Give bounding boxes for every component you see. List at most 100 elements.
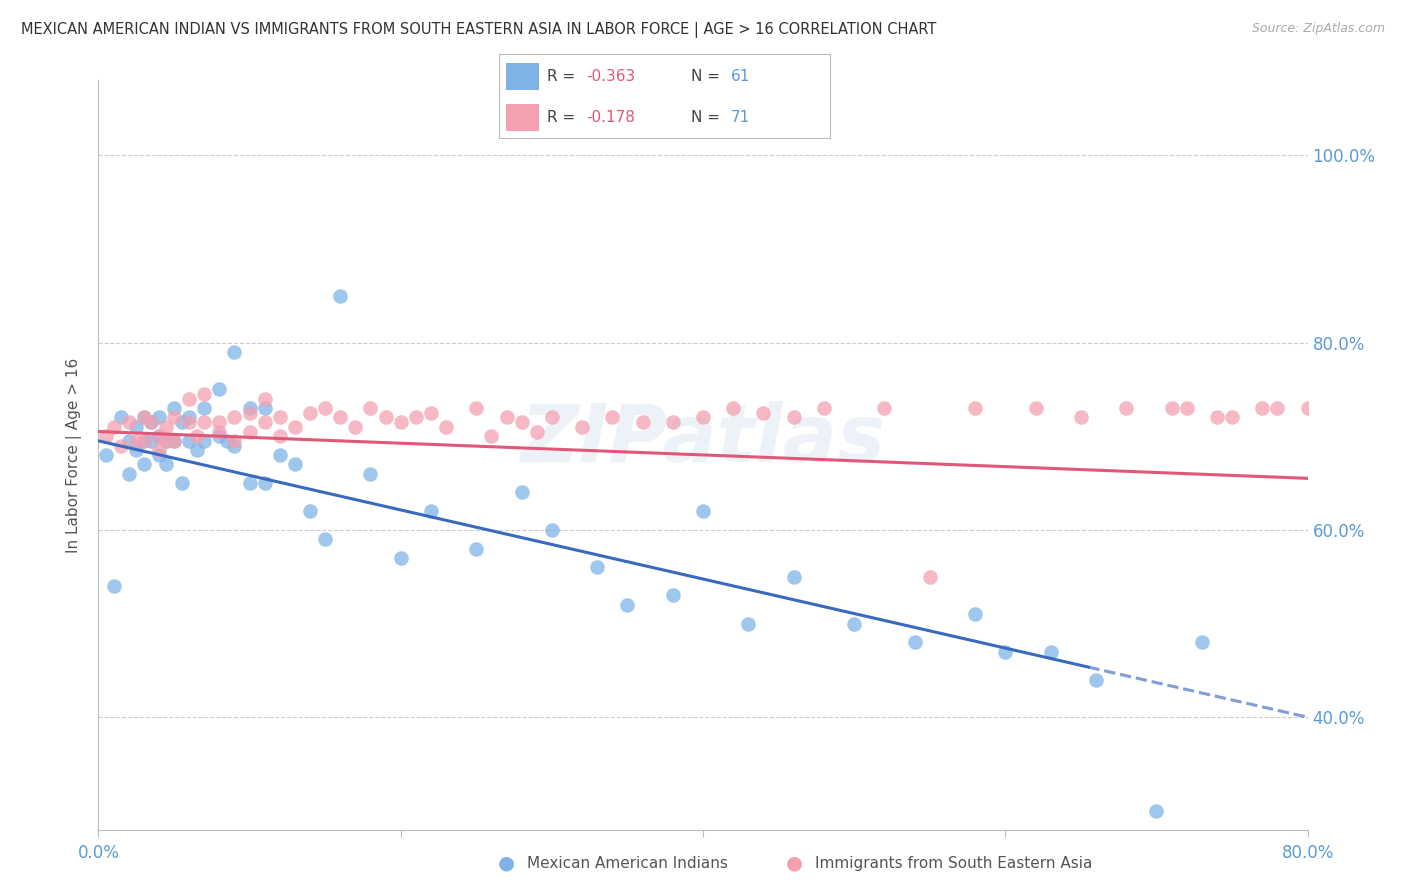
Point: [239, 401, 262, 416]
Point: [208, 415, 231, 429]
Text: N =: N =: [690, 111, 724, 126]
Point: [571, 420, 593, 434]
Point: [193, 415, 215, 429]
Point: [389, 415, 412, 429]
Point: [155, 434, 177, 448]
Point: [155, 434, 177, 448]
Point: [389, 551, 412, 566]
Point: [1296, 401, 1319, 416]
Point: [405, 410, 427, 425]
Text: Source: ZipAtlas.com: Source: ZipAtlas.com: [1251, 22, 1385, 36]
Point: [208, 425, 231, 439]
Point: [284, 457, 307, 471]
Point: [103, 420, 125, 434]
Point: [783, 410, 806, 425]
Point: [269, 448, 291, 462]
Point: [269, 429, 291, 443]
Point: [299, 504, 322, 518]
Point: [994, 644, 1017, 658]
Point: [540, 523, 562, 537]
Point: [965, 607, 987, 622]
Point: [239, 425, 262, 439]
Point: [132, 410, 155, 425]
Y-axis label: In Labor Force | Age > 16: In Labor Force | Age > 16: [66, 358, 83, 552]
Point: [132, 434, 155, 448]
Point: [253, 415, 276, 429]
Point: [163, 434, 186, 448]
Point: [170, 476, 193, 491]
Point: [224, 344, 246, 359]
Point: [723, 401, 745, 416]
Text: -0.363: -0.363: [586, 69, 636, 84]
Point: [163, 401, 186, 416]
Point: [510, 415, 533, 429]
Point: [495, 410, 517, 425]
Point: [179, 410, 201, 425]
Point: [1220, 410, 1243, 425]
Point: [148, 429, 170, 443]
Point: [179, 415, 201, 429]
Point: [314, 532, 336, 546]
Point: [1191, 635, 1213, 649]
Point: [132, 457, 155, 471]
Point: [193, 401, 215, 416]
Point: [344, 420, 367, 434]
Point: [148, 410, 170, 425]
Point: [284, 420, 307, 434]
Point: [661, 589, 683, 603]
Point: [132, 410, 155, 425]
Point: [141, 434, 163, 448]
Point: [918, 570, 941, 584]
Point: [118, 434, 141, 448]
Point: [692, 504, 714, 518]
Point: [224, 439, 246, 453]
Point: [110, 410, 132, 425]
Text: Immigrants from South Eastern Asia: Immigrants from South Eastern Asia: [815, 856, 1092, 871]
Point: [465, 401, 488, 416]
Point: [360, 401, 382, 416]
Point: [1039, 644, 1062, 658]
Point: [360, 467, 382, 481]
Point: [1070, 410, 1092, 425]
Point: [125, 420, 148, 434]
Point: [125, 434, 148, 448]
Text: R =: R =: [547, 111, 581, 126]
Point: [94, 448, 117, 462]
Point: [253, 476, 276, 491]
Point: [1206, 410, 1229, 425]
Point: [1144, 804, 1167, 818]
Point: [965, 401, 987, 416]
Point: [844, 616, 866, 631]
Point: [1160, 401, 1182, 416]
Text: ZIPatlas: ZIPatlas: [520, 401, 886, 479]
Point: [253, 392, 276, 406]
Point: [141, 415, 163, 429]
Point: [163, 434, 186, 448]
Point: [186, 429, 208, 443]
Point: [1267, 401, 1289, 416]
Point: [1175, 401, 1198, 416]
Point: [314, 401, 336, 416]
Point: [118, 467, 141, 481]
Point: [118, 415, 141, 429]
Point: [110, 439, 132, 453]
Point: [904, 635, 927, 649]
Point: [329, 410, 352, 425]
Point: [434, 420, 457, 434]
Point: [170, 415, 193, 429]
Point: [813, 401, 835, 416]
Point: [148, 429, 170, 443]
Point: [1251, 401, 1274, 416]
Point: [420, 406, 443, 420]
Point: [125, 443, 148, 458]
Text: -0.178: -0.178: [586, 111, 636, 126]
Point: [510, 485, 533, 500]
Point: [374, 410, 396, 425]
Point: [148, 443, 170, 458]
Text: ●: ●: [786, 854, 803, 873]
Point: [163, 410, 186, 425]
Point: [661, 415, 683, 429]
Point: [631, 415, 654, 429]
Text: MEXICAN AMERICAN INDIAN VS IMMIGRANTS FROM SOUTH EASTERN ASIA IN LABOR FORCE | A: MEXICAN AMERICAN INDIAN VS IMMIGRANTS FR…: [21, 22, 936, 38]
Point: [1327, 406, 1350, 420]
